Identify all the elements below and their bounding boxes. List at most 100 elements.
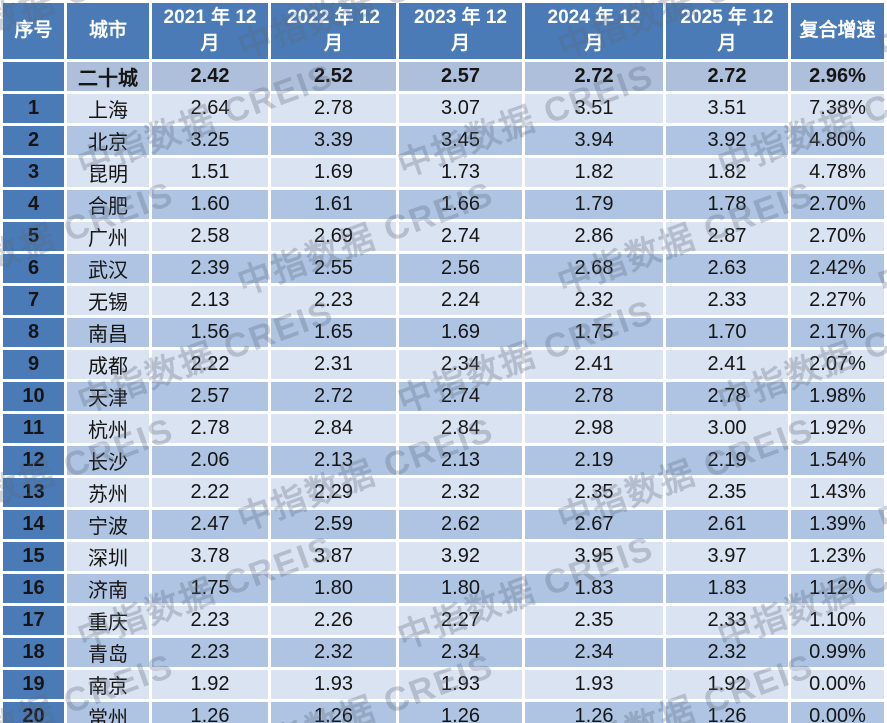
column-header-1: 城市 — [67, 3, 149, 59]
table-row-20: 20 常州 1.26 1.26 1.26 1.26 1.26 0.00% — [3, 702, 884, 723]
table-row-5-index-cell: 5 — [3, 222, 64, 251]
table-row-19-value-cell-1: 1.93 — [271, 670, 396, 699]
table-row-9-value-cell-1: 2.31 — [271, 350, 396, 379]
table-row-4-city-cell: 合肥 — [67, 190, 149, 219]
table-row-11-index-cell: 11 — [3, 414, 64, 443]
table-row-16-value-cell-4: 1.83 — [666, 574, 788, 603]
table-row-10-value-cell-1: 2.72 — [271, 382, 396, 411]
table-row-6-value-cell-2: 2.56 — [399, 254, 522, 283]
table-row-3-value-cell-0: 1.51 — [152, 158, 268, 187]
table-row-2-city-cell: 北京 — [67, 126, 149, 155]
table-row-4-value-cell-5: 2.70% — [791, 190, 884, 219]
header-row: 序号 城市 2021 年 12 月 2022 年 12 月 2023 年 12 月 202… — [3, 3, 884, 59]
table-row-18-value-cell-2: 2.34 — [399, 638, 522, 667]
table-row-5-value-cell-0: 2.58 — [152, 222, 268, 251]
table-row-6-index-cell: 6 — [3, 254, 64, 283]
table-row-2-value-cell-2: 3.45 — [399, 126, 522, 155]
table-row-12-value-cell-0: 2.06 — [152, 446, 268, 475]
table-row-5: 5 广州 2.58 2.69 2.74 2.86 2.87 2.70% — [3, 222, 884, 251]
column-header-2: 2021 年 12 月 — [152, 3, 268, 59]
table-row-4-value-cell-4: 1.78 — [666, 190, 788, 219]
summary-row-value-cell-4: 2.72 — [666, 62, 788, 91]
table-row-4-value-cell-1: 1.61 — [271, 190, 396, 219]
table-row-10: 10 天津 2.57 2.72 2.74 2.78 2.78 1.98% — [3, 382, 884, 411]
table-row-11-city-cell: 杭州 — [67, 414, 149, 443]
table-row-8-value-cell-5: 2.17% — [791, 318, 884, 347]
table-row-11-value-cell-2: 2.84 — [399, 414, 522, 443]
table-row-5-value-cell-3: 2.86 — [525, 222, 663, 251]
table-row-19-index-cell: 19 — [3, 670, 64, 699]
table-row-10-value-cell-3: 2.78 — [525, 382, 663, 411]
table-row-10-value-cell-2: 2.74 — [399, 382, 522, 411]
table-row-16-value-cell-1: 1.80 — [271, 574, 396, 603]
table-row-14-value-cell-5: 1.39% — [791, 510, 884, 539]
table-row-18-value-cell-3: 2.34 — [525, 638, 663, 667]
table-row-2-value-cell-0: 3.25 — [152, 126, 268, 155]
table-row-18-index-cell: 18 — [3, 638, 64, 667]
table-row-13-value-cell-5: 1.43% — [791, 478, 884, 507]
table-row-12-value-cell-5: 1.54% — [791, 446, 884, 475]
table-row-8-value-cell-4: 1.70 — [666, 318, 788, 347]
table-row-12-value-cell-2: 2.13 — [399, 446, 522, 475]
table-row-1-value-cell-4: 3.51 — [666, 94, 788, 123]
table-row-13-value-cell-2: 2.32 — [399, 478, 522, 507]
table-row-10-city-cell: 天津 — [67, 382, 149, 411]
table-row-17-value-cell-4: 2.33 — [666, 606, 788, 635]
table-row-18-value-cell-4: 2.32 — [666, 638, 788, 667]
table-row-3-value-cell-5: 4.78% — [791, 158, 884, 187]
table-row-11-value-cell-4: 3.00 — [666, 414, 788, 443]
table-row-7-value-cell-3: 2.32 — [525, 286, 663, 315]
table-row-4: 4 合肥 1.60 1.61 1.66 1.79 1.78 2.70% — [3, 190, 884, 219]
table-row-15: 15 深圳 3.78 3.87 3.92 3.95 3.97 1.23% — [3, 542, 884, 571]
table-row-15-value-cell-5: 1.23% — [791, 542, 884, 571]
table-row-18: 18 青岛 2.23 2.32 2.34 2.34 2.32 0.99% — [3, 638, 884, 667]
table-row-15-value-cell-0: 3.78 — [152, 542, 268, 571]
table-row-9-value-cell-0: 2.22 — [152, 350, 268, 379]
table-row-20-value-cell-1: 1.26 — [271, 702, 396, 723]
table-row-19-value-cell-3: 1.93 — [525, 670, 663, 699]
table-row-9-value-cell-5: 2.07% — [791, 350, 884, 379]
table-row-11-value-cell-0: 2.78 — [152, 414, 268, 443]
table-row-9-city-cell: 成都 — [67, 350, 149, 379]
table-row-14-value-cell-1: 2.59 — [271, 510, 396, 539]
table-row-15-value-cell-2: 3.92 — [399, 542, 522, 571]
table-row-6-value-cell-3: 2.68 — [525, 254, 663, 283]
table-row-10-value-cell-4: 2.78 — [666, 382, 788, 411]
summary-row: 二十城 2.42 2.52 2.57 2.72 2.72 2.96% — [3, 62, 884, 91]
table-row-16: 16 济南 1.75 1.80 1.80 1.83 1.83 1.12% — [3, 574, 884, 603]
table-row-17-value-cell-0: 2.23 — [152, 606, 268, 635]
table-row-18-city-cell: 青岛 — [67, 638, 149, 667]
table-row-15-value-cell-4: 3.97 — [666, 542, 788, 571]
table-row-11-value-cell-3: 2.98 — [525, 414, 663, 443]
table-row-8-value-cell-1: 1.65 — [271, 318, 396, 347]
table-row-7-value-cell-4: 2.33 — [666, 286, 788, 315]
table-row-13-city-cell: 苏州 — [67, 478, 149, 507]
table-row-6-value-cell-1: 2.55 — [271, 254, 396, 283]
table-row-6-value-cell-0: 2.39 — [152, 254, 268, 283]
table-row-11-value-cell-5: 1.92% — [791, 414, 884, 443]
table-row-7-value-cell-0: 2.13 — [152, 286, 268, 315]
summary-row-value-cell-2: 2.57 — [399, 62, 522, 91]
table-row-6-value-cell-4: 2.63 — [666, 254, 788, 283]
table-row-1-value-cell-0: 2.64 — [152, 94, 268, 123]
table-row-5-city-cell: 广州 — [67, 222, 149, 251]
table-row-11-value-cell-1: 2.84 — [271, 414, 396, 443]
table-row-19-value-cell-4: 1.92 — [666, 670, 788, 699]
table-row-19-value-cell-0: 1.92 — [152, 670, 268, 699]
table-row-10-index-cell: 10 — [3, 382, 64, 411]
table-row-13-index-cell: 13 — [3, 478, 64, 507]
table-row-10-value-cell-5: 1.98% — [791, 382, 884, 411]
table-row-14-value-cell-0: 2.47 — [152, 510, 268, 539]
table-row-7: 7 无锡 2.13 2.23 2.24 2.32 2.33 2.27% — [3, 286, 884, 315]
table-row-16-value-cell-0: 1.75 — [152, 574, 268, 603]
table-row-8-value-cell-3: 1.75 — [525, 318, 663, 347]
table-row-17-value-cell-5: 1.10% — [791, 606, 884, 635]
table-row-14-city-cell: 宁波 — [67, 510, 149, 539]
table-row-12-city-cell: 长沙 — [67, 446, 149, 475]
summary-row-city-cell: 二十城 — [67, 62, 149, 91]
table-row-17-index-cell: 17 — [3, 606, 64, 635]
table-row-1-index-cell: 1 — [3, 94, 64, 123]
column-header-5: 2024 年 12 月 — [525, 3, 663, 59]
table-row-2-value-cell-3: 3.94 — [525, 126, 663, 155]
